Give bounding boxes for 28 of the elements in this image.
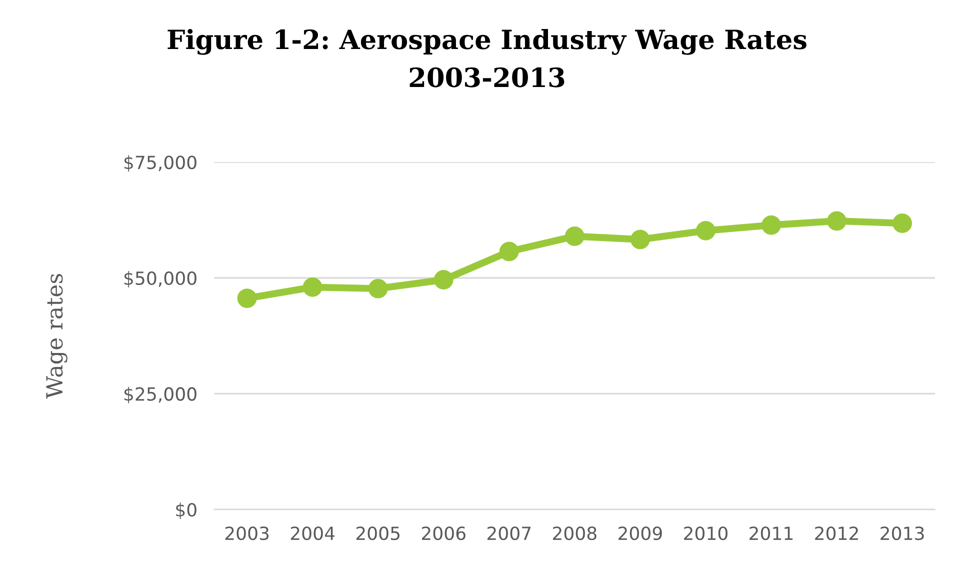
point <box>762 215 781 235</box>
x-tick-label: 2009 <box>618 526 662 540</box>
x-tick-label: 2004 <box>290 526 335 540</box>
point <box>302 277 322 297</box>
x-tick-label: 2013 <box>880 526 924 540</box>
x-tick-label: 2006 <box>422 526 466 540</box>
point <box>434 270 454 290</box>
x-tick-label: 2012 <box>815 526 858 540</box>
y-tick-label: $50,000 <box>124 271 196 288</box>
point <box>630 230 650 250</box>
x-tick-label: 2010 <box>684 526 728 540</box>
y-tick-label: $0 <box>176 502 196 520</box>
y-tick-label: $75,000 <box>124 155 196 172</box>
point <box>892 214 912 233</box>
point <box>499 242 519 262</box>
x-tick-label: 2011 <box>750 526 793 540</box>
x-tick-label: 2003 <box>225 526 269 540</box>
point <box>564 226 584 246</box>
y-tick-label: $25,000 <box>124 386 196 404</box>
x-tick-label: 2005 <box>356 526 400 540</box>
point <box>696 220 716 240</box>
x-tick-label: 2008 <box>553 526 596 540</box>
point <box>827 211 846 231</box>
point <box>368 278 388 298</box>
x-tick-label: 2007 <box>487 526 531 540</box>
point <box>237 288 257 308</box>
chart-title: Figure 1-2: Aerospace Industry Wage Rates 2003-2013 <box>168 28 806 88</box>
y-axis-title: Wage rates <box>46 274 68 399</box>
